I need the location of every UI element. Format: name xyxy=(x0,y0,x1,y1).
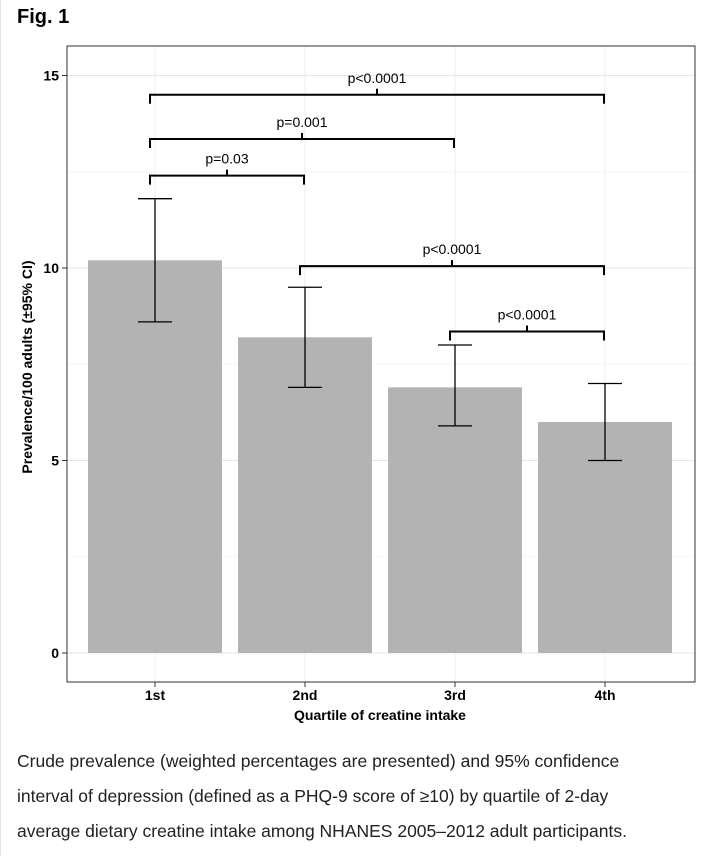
figure-label: Fig. 1 xyxy=(17,6,70,28)
error-bar-1st xyxy=(138,198,172,323)
x-tick-label: 2nd xyxy=(293,687,318,703)
error-bars xyxy=(138,198,622,462)
y-tick-label: 0 xyxy=(51,645,59,661)
bracket-line xyxy=(299,260,605,276)
bar-chart: p<0.0001 p=0.001 p=0.03 p<0.0001 p<0.0001 0 5… xyxy=(19,45,696,723)
caption-line: average dietary creatine intake among NH… xyxy=(17,821,627,841)
figure-caption: Crude prevalence (weighted percentages a… xyxy=(17,744,693,849)
bars xyxy=(88,260,672,653)
error-bar-4th xyxy=(588,382,622,462)
caption-line: interval of depression (defined as a PHQ… xyxy=(17,786,609,806)
bracket-line xyxy=(449,325,605,341)
bracket-line xyxy=(149,133,455,149)
p-value-label: p=0.03 xyxy=(205,151,248,167)
x-tick-label: 1st xyxy=(145,687,166,703)
y-tick-label: 5 xyxy=(51,453,59,469)
y-tick-label: 15 xyxy=(43,68,59,84)
axes: 0 5 10 15 1st 2nd 3rd 4th xyxy=(43,68,615,704)
bar-1st xyxy=(88,260,222,653)
p-value-label: p=0.001 xyxy=(277,114,328,130)
p-value-label: p<0.0001 xyxy=(423,241,482,257)
y-axis-title: Prevalence/100 adults (±95% CI) xyxy=(19,260,35,473)
x-tick-label: 3rd xyxy=(444,687,466,703)
bracket-line xyxy=(149,88,605,104)
y-tick-label: 10 xyxy=(43,260,59,276)
error-bar-3rd xyxy=(438,344,472,427)
bar-2nd xyxy=(238,337,372,653)
bracket-line xyxy=(149,169,305,185)
x-tick-label: 4th xyxy=(595,687,616,703)
significance-bracket: p<0.0001 xyxy=(299,241,605,276)
bar-3rd xyxy=(388,387,522,653)
caption-line: Crude prevalence (weighted percentages a… xyxy=(17,751,620,771)
page-frame-border xyxy=(0,0,1,856)
p-value-label: p<0.0001 xyxy=(498,307,557,323)
plot-panel-border xyxy=(66,45,696,683)
significance-brackets: p<0.0001 p=0.001 p=0.03 p<0.0001 p<0.0001 xyxy=(149,70,605,341)
significance-bracket: p<0.0001 xyxy=(449,307,605,341)
significance-bracket: p=0.03 xyxy=(149,151,305,185)
p-value-label: p<0.0001 xyxy=(348,70,407,86)
significance-bracket: p<0.0001 xyxy=(149,70,605,104)
error-bar-2nd xyxy=(288,286,322,389)
significance-bracket: p=0.001 xyxy=(149,114,455,149)
x-axis-title: Quartile of creatine intake xyxy=(294,707,466,723)
